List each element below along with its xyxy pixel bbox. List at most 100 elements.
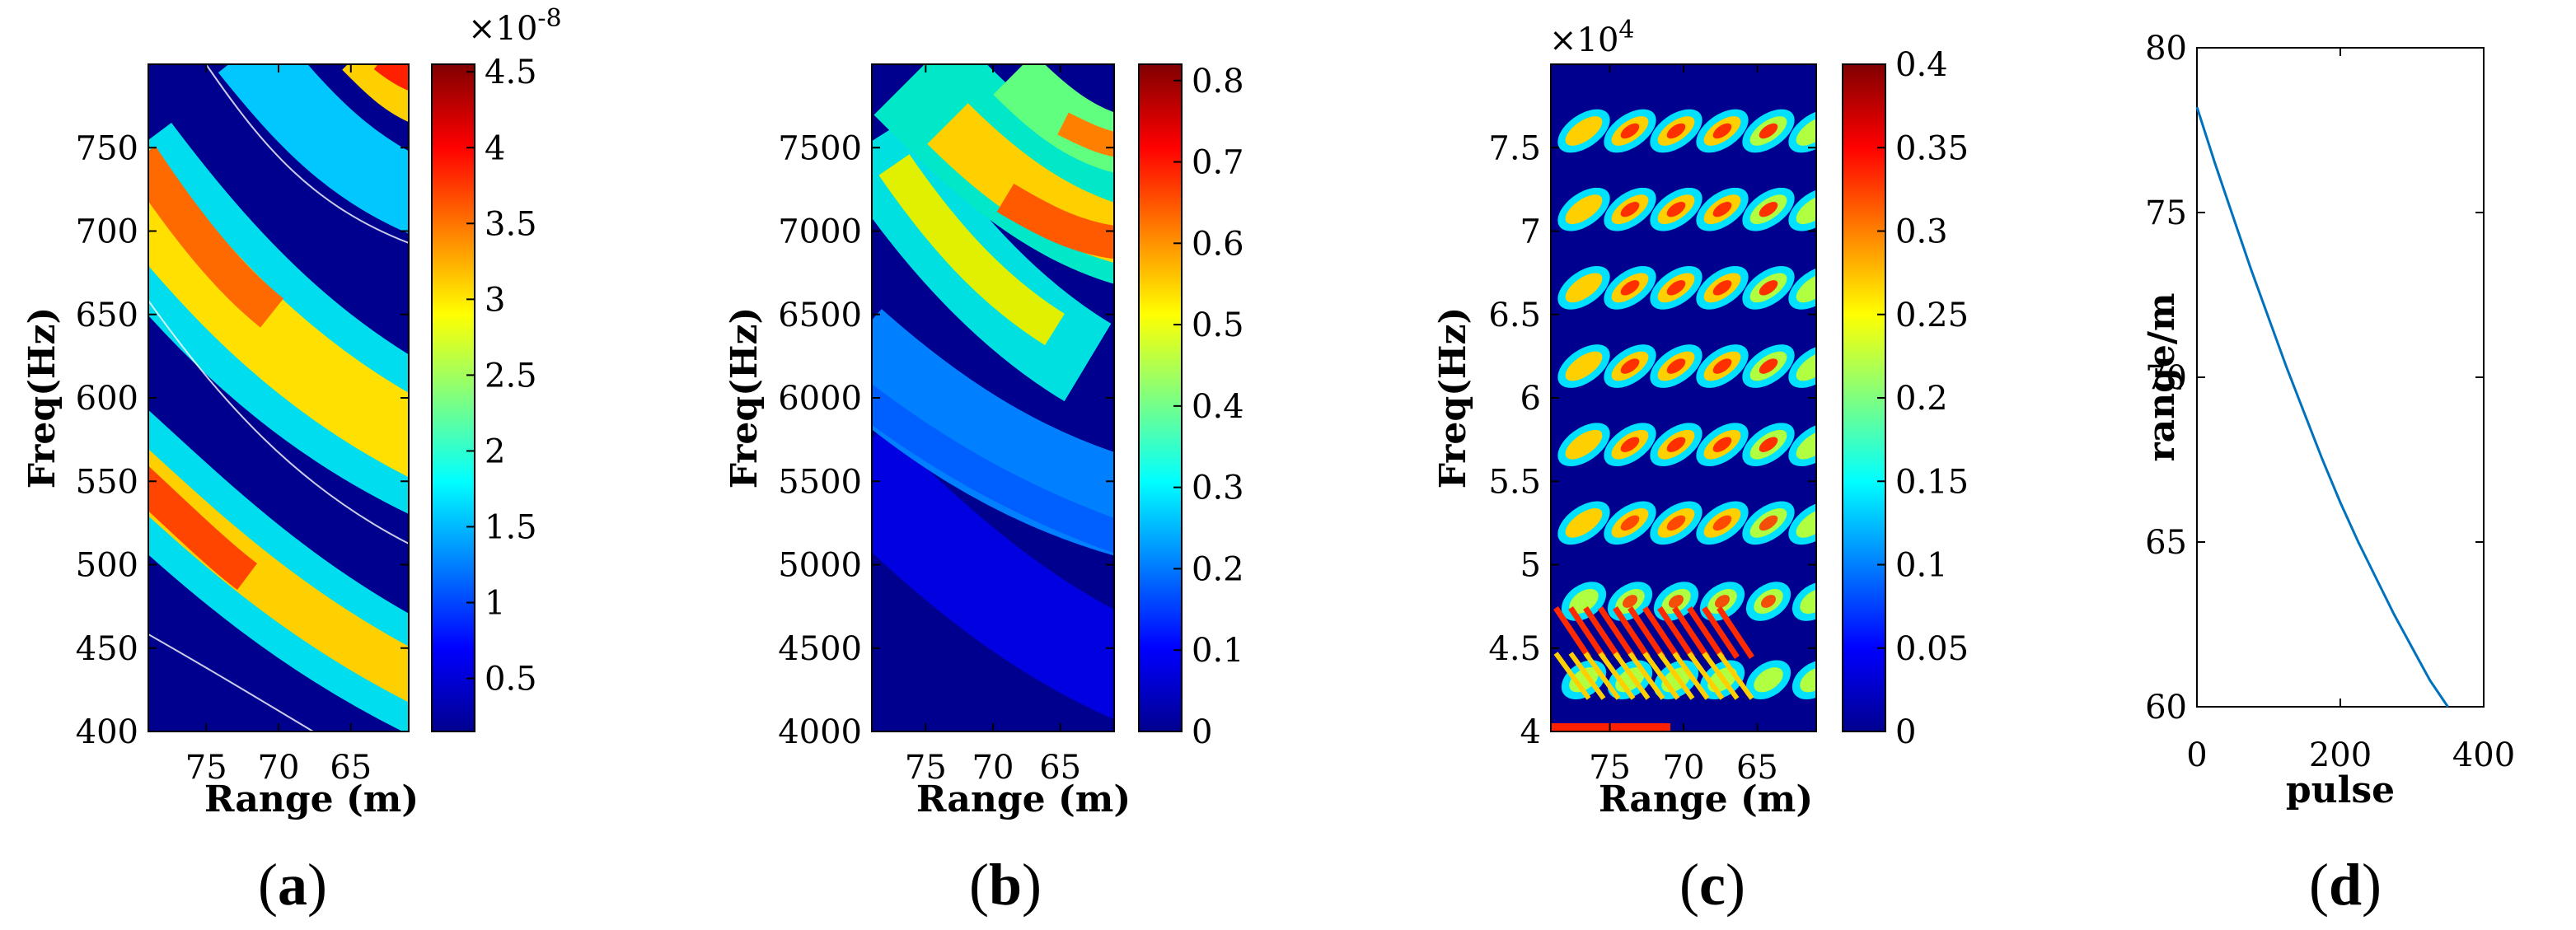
panel-d-y-ticks: 60 65 70 75 80	[2145, 30, 2484, 727]
heatmap-lobe-peak	[1759, 280, 1778, 296]
panel-b-mid-band-core	[878, 154, 1066, 346]
heatmap-low-striation	[1613, 606, 1651, 659]
y-tick-label: 550	[76, 463, 138, 501]
heatmap-lobe	[1565, 351, 1603, 381]
heatmap-lobe-peak	[1712, 358, 1732, 374]
y-tick-label: 5	[1520, 547, 1541, 585]
heatmap-lobe-peak	[1759, 515, 1778, 531]
y-tick-label: 80	[2145, 30, 2187, 68]
colorbar-tick-label: 4	[485, 129, 505, 167]
panel-b-y-ticks: 4000 4500 5000 5500 6000 6500 7000 7500	[778, 129, 1114, 751]
y-tick-label: 60	[2145, 689, 2187, 727]
colorbar-tick-label: 0.7	[1192, 144, 1244, 182]
y-tick-label: 5500	[778, 463, 862, 501]
heatmap-low-striation	[1702, 652, 1740, 700]
panel-a-xlabel: Range (m)	[204, 778, 419, 820]
x-tick-label: 65	[1736, 749, 1778, 787]
heatmap-lobe-peak	[1666, 123, 1686, 139]
colorbar-tick-label: 2	[485, 432, 505, 470]
heatmap-low-striation	[1717, 606, 1754, 659]
panel-c-xlabel: Range (m)	[1599, 778, 1813, 820]
y-tick-label: 500	[76, 547, 138, 585]
heatmap-lobe	[1565, 273, 1603, 303]
x-tick-label: 70	[258, 749, 300, 787]
heatmap-lobe-peak	[1620, 123, 1640, 139]
panel-c: 4 4.5 5 5.5 6 6.5 7 7.5 75 70 65 ×104 Freq(Hz) Ra…	[1432, 16, 1969, 820]
panel-label-c: (c)	[1679, 852, 1745, 918]
colorbar-tick-label: 0.3	[1192, 470, 1244, 507]
heatmap-low-striation	[1583, 606, 1621, 659]
panel-d-series-range-line	[2195, 106, 2449, 708]
heatmap-lobe	[1800, 667, 1816, 693]
heatmap-low-striation	[1553, 652, 1591, 700]
panel-d-xlabel: pulse	[2286, 769, 2395, 811]
x-tick-label: 70	[1663, 749, 1705, 787]
colorbar-tick-label: 2.5	[485, 357, 537, 395]
heatmap-lobe-peak	[1712, 201, 1732, 217]
colorbar-tick-label: 0.35	[1895, 129, 1969, 167]
heatmap-low-striation	[1687, 652, 1725, 700]
heatmap-low-striation	[1642, 652, 1680, 700]
heatmap-low-striation	[1598, 606, 1636, 659]
heatmap-low-striation	[1687, 606, 1725, 659]
heatmap-lobe-peak	[1666, 280, 1686, 296]
colorbar-tick-label: 0.1	[1192, 632, 1244, 670]
heatmap-lobe-peak	[1759, 437, 1778, 452]
heatmap-lobe	[1796, 351, 1816, 381]
heatmap-low-striation	[1717, 652, 1754, 700]
colorbar-tick-label: 0.2	[1895, 380, 1948, 418]
y-tick-label: 4	[1520, 713, 1541, 751]
panel-a-corner-peak	[373, 64, 409, 91]
colorbar-tick-label: 0.6	[1192, 225, 1244, 263]
panel-c-y-ticks: 4 4.5 5 5.5 6 6.5 7 7.5	[1488, 129, 1816, 751]
y-tick-label: 7000	[778, 213, 862, 251]
y-tick-label: 750	[76, 129, 138, 167]
panel-b-colorbar	[1138, 63, 1183, 732]
panel-b-low-band	[872, 309, 1114, 556]
heatmap-lobe-peak	[1620, 515, 1640, 531]
heatmap-lobe	[1796, 194, 1816, 225]
panel-a-band-mid-core	[148, 147, 409, 478]
panel-a-ylabel: Freq(Hz)	[21, 307, 63, 489]
y-tick-label: 7	[1520, 213, 1541, 251]
panel-a-contour-1	[205, 64, 409, 244]
panel-c-colorbar-ticks: 0 0.05 0.1 0.15 0.2 0.25 0.3 0.35 0.4	[1877, 46, 1969, 751]
panel-c-x-ticks: 75 70 65	[1589, 64, 1778, 787]
heatmap-low-striation	[1672, 652, 1710, 700]
heatmap-low-striation	[1628, 606, 1665, 659]
panel-a-y-ticks: 400 450 500 550 600 650 700 750	[76, 129, 409, 751]
heatmap-low-striation	[1553, 606, 1591, 659]
heatmap-lobe-peak	[1759, 201, 1778, 217]
x-tick-label: 75	[1589, 749, 1631, 787]
panel-a-contour-2	[148, 300, 409, 544]
colorbar-tick-label: 0.25	[1895, 297, 1969, 334]
x-tick-label: 0	[2186, 736, 2207, 774]
heatmap-lobe-peak	[1712, 280, 1732, 296]
y-tick-label: 450	[76, 630, 138, 668]
heatmap-low-striation	[1583, 652, 1621, 700]
panel-a-colorbar	[431, 63, 475, 732]
heatmap-lobe-peak	[1668, 595, 1684, 608]
y-tick-label: 7.5	[1488, 129, 1541, 167]
panel-d-x-ticks: 0 200 400	[2186, 48, 2515, 774]
heatmap-lobe	[1796, 273, 1816, 303]
y-tick-label: 650	[76, 297, 138, 334]
heatmap-lobe	[1754, 667, 1783, 693]
heatmap-lobe-peak	[1714, 595, 1731, 608]
panel-a: 400 450 500 550 600 650 700 750 75 70 65 Freq(Hz)…	[21, 4, 562, 820]
x-tick-label: 400	[2452, 736, 2515, 774]
heatmap-low-striation	[1598, 652, 1636, 700]
colorbar-tick-label: 0.15	[1895, 463, 1969, 501]
panel-a-colorbar-exponent: ×10-8	[468, 4, 562, 48]
heatmap-low-striation	[1657, 652, 1695, 700]
y-tick-label: 400	[76, 713, 138, 751]
panel-label-b: (b)	[969, 852, 1042, 918]
panel-c-ylabel: Freq(Hz)	[1432, 307, 1474, 489]
heatmap-low-striation	[1672, 606, 1710, 659]
colorbar-tick-label: 0.3	[1895, 213, 1948, 251]
x-tick-label: 65	[1039, 749, 1081, 787]
heatmap-lobe	[1796, 116, 1816, 146]
panel-b-low-band-2	[872, 384, 1114, 554]
heatmap-lobe	[1796, 429, 1816, 460]
